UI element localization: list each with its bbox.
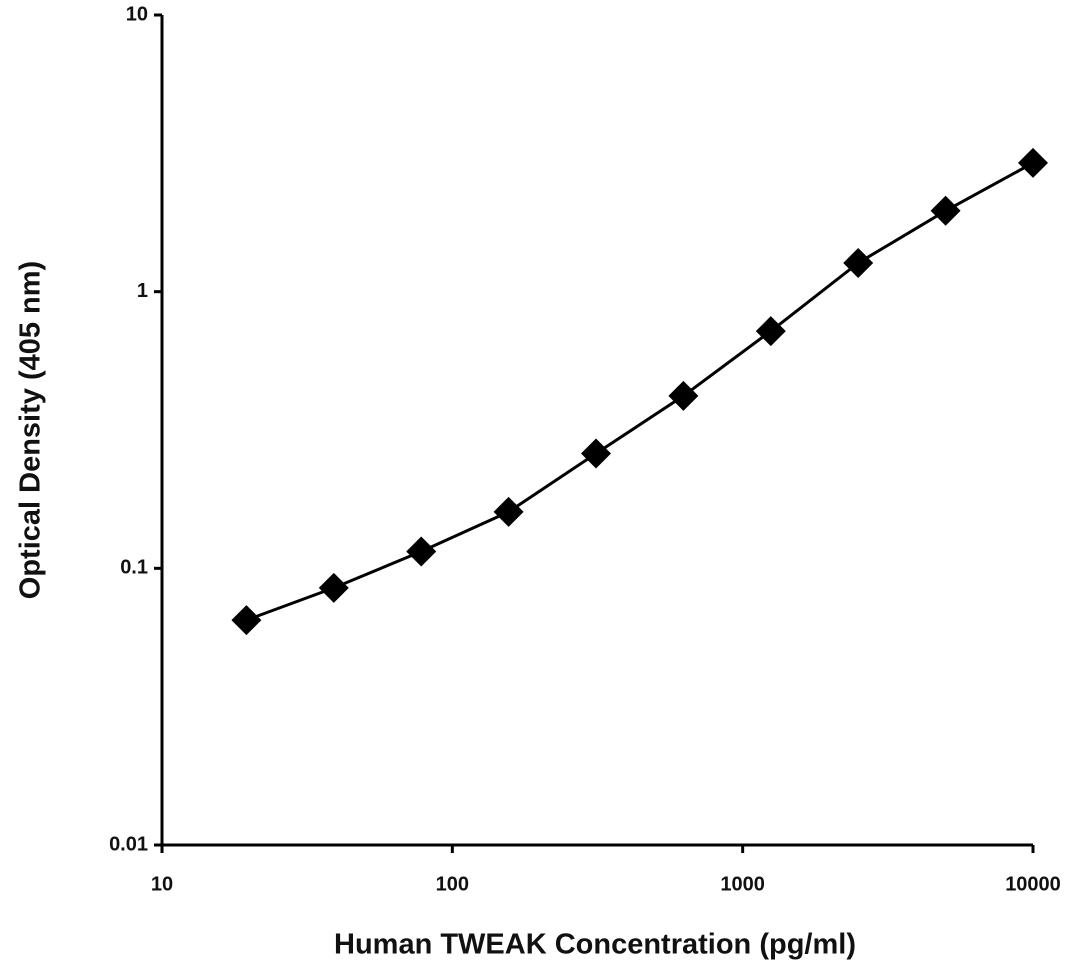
x-tick-label: 1000 bbox=[720, 873, 765, 895]
data-point bbox=[581, 438, 612, 469]
x-axis-title: Human TWEAK Concentration (pg/ml) bbox=[334, 929, 856, 961]
data-point bbox=[843, 247, 874, 278]
y-axis-title: Optical Density (405 nm) bbox=[15, 261, 47, 599]
data-point bbox=[406, 536, 437, 567]
data-point bbox=[1018, 147, 1048, 178]
data-point bbox=[930, 195, 961, 226]
data-point bbox=[668, 380, 699, 411]
data-point bbox=[318, 572, 349, 603]
x-tick-label: 10 bbox=[151, 873, 173, 895]
x-tick-label: 10000 bbox=[1005, 873, 1061, 895]
x-tick-label: 100 bbox=[436, 873, 469, 895]
data-point bbox=[231, 605, 262, 636]
y-tick-label: 1 bbox=[137, 280, 148, 302]
y-tick-label: 0.01 bbox=[109, 833, 148, 855]
data-point bbox=[493, 496, 524, 527]
y-tick-label: 10 bbox=[126, 3, 148, 25]
data-point bbox=[755, 316, 786, 347]
series-line bbox=[245, 161, 1034, 622]
y-tick-label: 0.1 bbox=[120, 557, 148, 579]
